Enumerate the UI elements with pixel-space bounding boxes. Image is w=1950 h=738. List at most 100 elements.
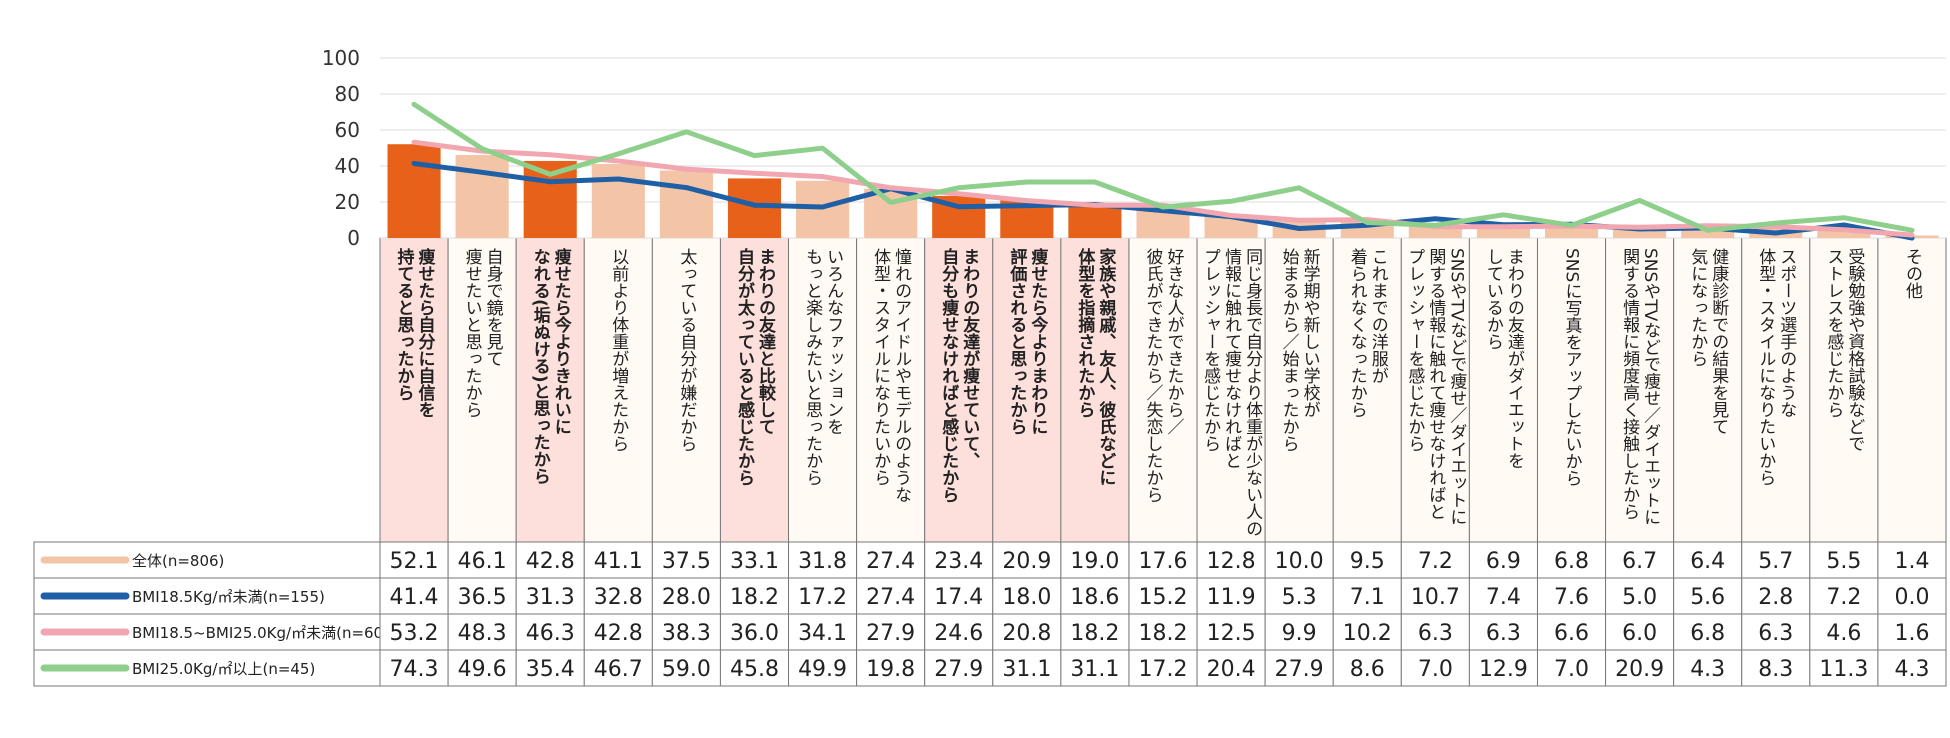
category-cell — [1673, 237, 1743, 543]
table-cell — [788, 577, 858, 615]
data-label: 45.8 — [730, 657, 779, 682]
table-cell — [583, 613, 653, 651]
data-label: 7.0 — [1418, 657, 1453, 682]
data-label: 6.6 — [1554, 621, 1589, 646]
table-cell — [1332, 649, 1402, 687]
data-label: 18.2 — [1139, 621, 1188, 646]
category-cell — [651, 237, 721, 543]
table-cell — [1128, 613, 1198, 651]
data-label: 46.7 — [594, 657, 643, 682]
data-label: 20.8 — [1002, 621, 1051, 646]
data-label: 27.9 — [934, 657, 983, 682]
data-label: 34.1 — [798, 621, 847, 646]
data-label: 27.4 — [866, 585, 915, 610]
data-label: 9.5 — [1350, 549, 1385, 574]
category-label: これまでの洋服が — [1368, 248, 1389, 384]
data-label: 24.6 — [934, 621, 983, 646]
legend-label: 全体(n=806) — [132, 552, 224, 570]
data-label: 11.9 — [1207, 585, 1256, 610]
category-label: 同じ身長で自分より体重が少ない人の — [1242, 248, 1263, 537]
category-label: いろんなファッションを — [823, 248, 843, 435]
data-label: 7.6 — [1554, 585, 1589, 610]
bar — [727, 178, 782, 238]
category-label: 体型を指摘されたから — [1074, 247, 1095, 418]
category-label: 痩せたら今よりまわりに — [1027, 247, 1048, 435]
y-tick-label: 20 — [335, 190, 360, 214]
data-label: 20.4 — [1207, 657, 1256, 682]
data-label: 17.4 — [934, 585, 983, 610]
data-label: 46.1 — [458, 549, 507, 574]
category-cell — [1400, 237, 1470, 543]
table-cell — [1673, 577, 1743, 615]
data-label: 23.4 — [934, 549, 983, 574]
data-label: 38.3 — [662, 621, 711, 646]
data-label: 5.7 — [1758, 549, 1793, 574]
data-label: 6.3 — [1418, 621, 1453, 646]
category-label: 以前より体重が増えたから — [608, 248, 629, 452]
category-cell — [856, 237, 926, 543]
data-label: 53.2 — [390, 621, 439, 646]
data-label: 6.3 — [1486, 621, 1521, 646]
data-label: 10.7 — [1411, 585, 1460, 610]
series-line — [411, 101, 1915, 233]
category-label: 健康診断での結果を見て — [1708, 248, 1729, 435]
data-label: 1.6 — [1894, 621, 1929, 646]
data-label: 7.4 — [1486, 585, 1521, 610]
table-cell — [1741, 613, 1811, 651]
data-label: 49.6 — [458, 657, 507, 682]
y-tick-label: 60 — [335, 118, 360, 142]
table-cell — [447, 613, 517, 651]
data-label: 2.8 — [1758, 585, 1793, 610]
category-label: プレッシャーを感じたから — [1404, 248, 1425, 452]
data-label: 28.0 — [662, 585, 711, 610]
table-cell — [379, 541, 449, 579]
table-cell — [1673, 613, 1743, 651]
category-header-cells — [379, 237, 1947, 543]
data-label: 1.4 — [1894, 549, 1929, 574]
data-label: 6.8 — [1690, 621, 1725, 646]
bar — [387, 144, 441, 238]
table-cell — [992, 541, 1062, 579]
category-label: 痩せたいと思ったから — [462, 248, 483, 418]
data-label: 5.3 — [1282, 585, 1317, 610]
data-label: 27.9 — [866, 621, 915, 646]
table-cell — [1332, 613, 1402, 651]
data-label: 12.9 — [1479, 657, 1528, 682]
category-label: プレッシャーを感じたから — [1200, 248, 1221, 452]
data-label: 5.0 — [1622, 585, 1657, 610]
table-cell — [1605, 613, 1675, 651]
data-label: 17.6 — [1139, 549, 1188, 574]
table-cell — [379, 613, 449, 651]
table-cell — [1332, 541, 1402, 579]
data-label: 18.2 — [1070, 621, 1119, 646]
table-cell — [1332, 577, 1402, 615]
y-axis-ticks: 0 20 40 60 80 100 — [322, 46, 360, 250]
category-label: 体型・スタイルになりたいから — [870, 248, 891, 486]
category-label: 新学期や新しい学校が — [1300, 248, 1321, 418]
legend-label: BMI18.5~BMI25.0Kg/㎡未満(n=606) — [132, 624, 399, 642]
data-label: 0.0 — [1894, 585, 1929, 610]
data-label: 19.8 — [866, 657, 915, 682]
table-cell — [719, 577, 790, 615]
table-cell — [1809, 577, 1879, 615]
category-label: 関する情報に触れて痩せなければと — [1425, 248, 1446, 520]
data-label: 4.3 — [1690, 657, 1725, 682]
category-cell — [1877, 237, 1947, 543]
data-label: 4.3 — [1894, 657, 1929, 682]
table-cell — [583, 541, 653, 579]
table-cell — [651, 577, 721, 615]
table-cell — [1400, 649, 1470, 687]
table-cell — [1536, 577, 1607, 615]
table-cell — [1264, 649, 1334, 687]
category-cell — [1536, 237, 1607, 543]
bar — [1817, 228, 1871, 238]
category-cell — [379, 237, 449, 543]
data-label: 18.0 — [1002, 585, 1051, 610]
table-cell — [515, 649, 585, 687]
category-label: まわりの友達が痩せていて、 — [959, 248, 980, 469]
data-label: 31.1 — [1070, 657, 1119, 682]
y-tick-label: 100 — [322, 46, 360, 70]
data-label: 4.6 — [1826, 621, 1861, 646]
data-table: 全体(n=806) 52.1 46.1 42.8 41.1 37.5 33.1 31.8 27.… — [33, 541, 1947, 687]
